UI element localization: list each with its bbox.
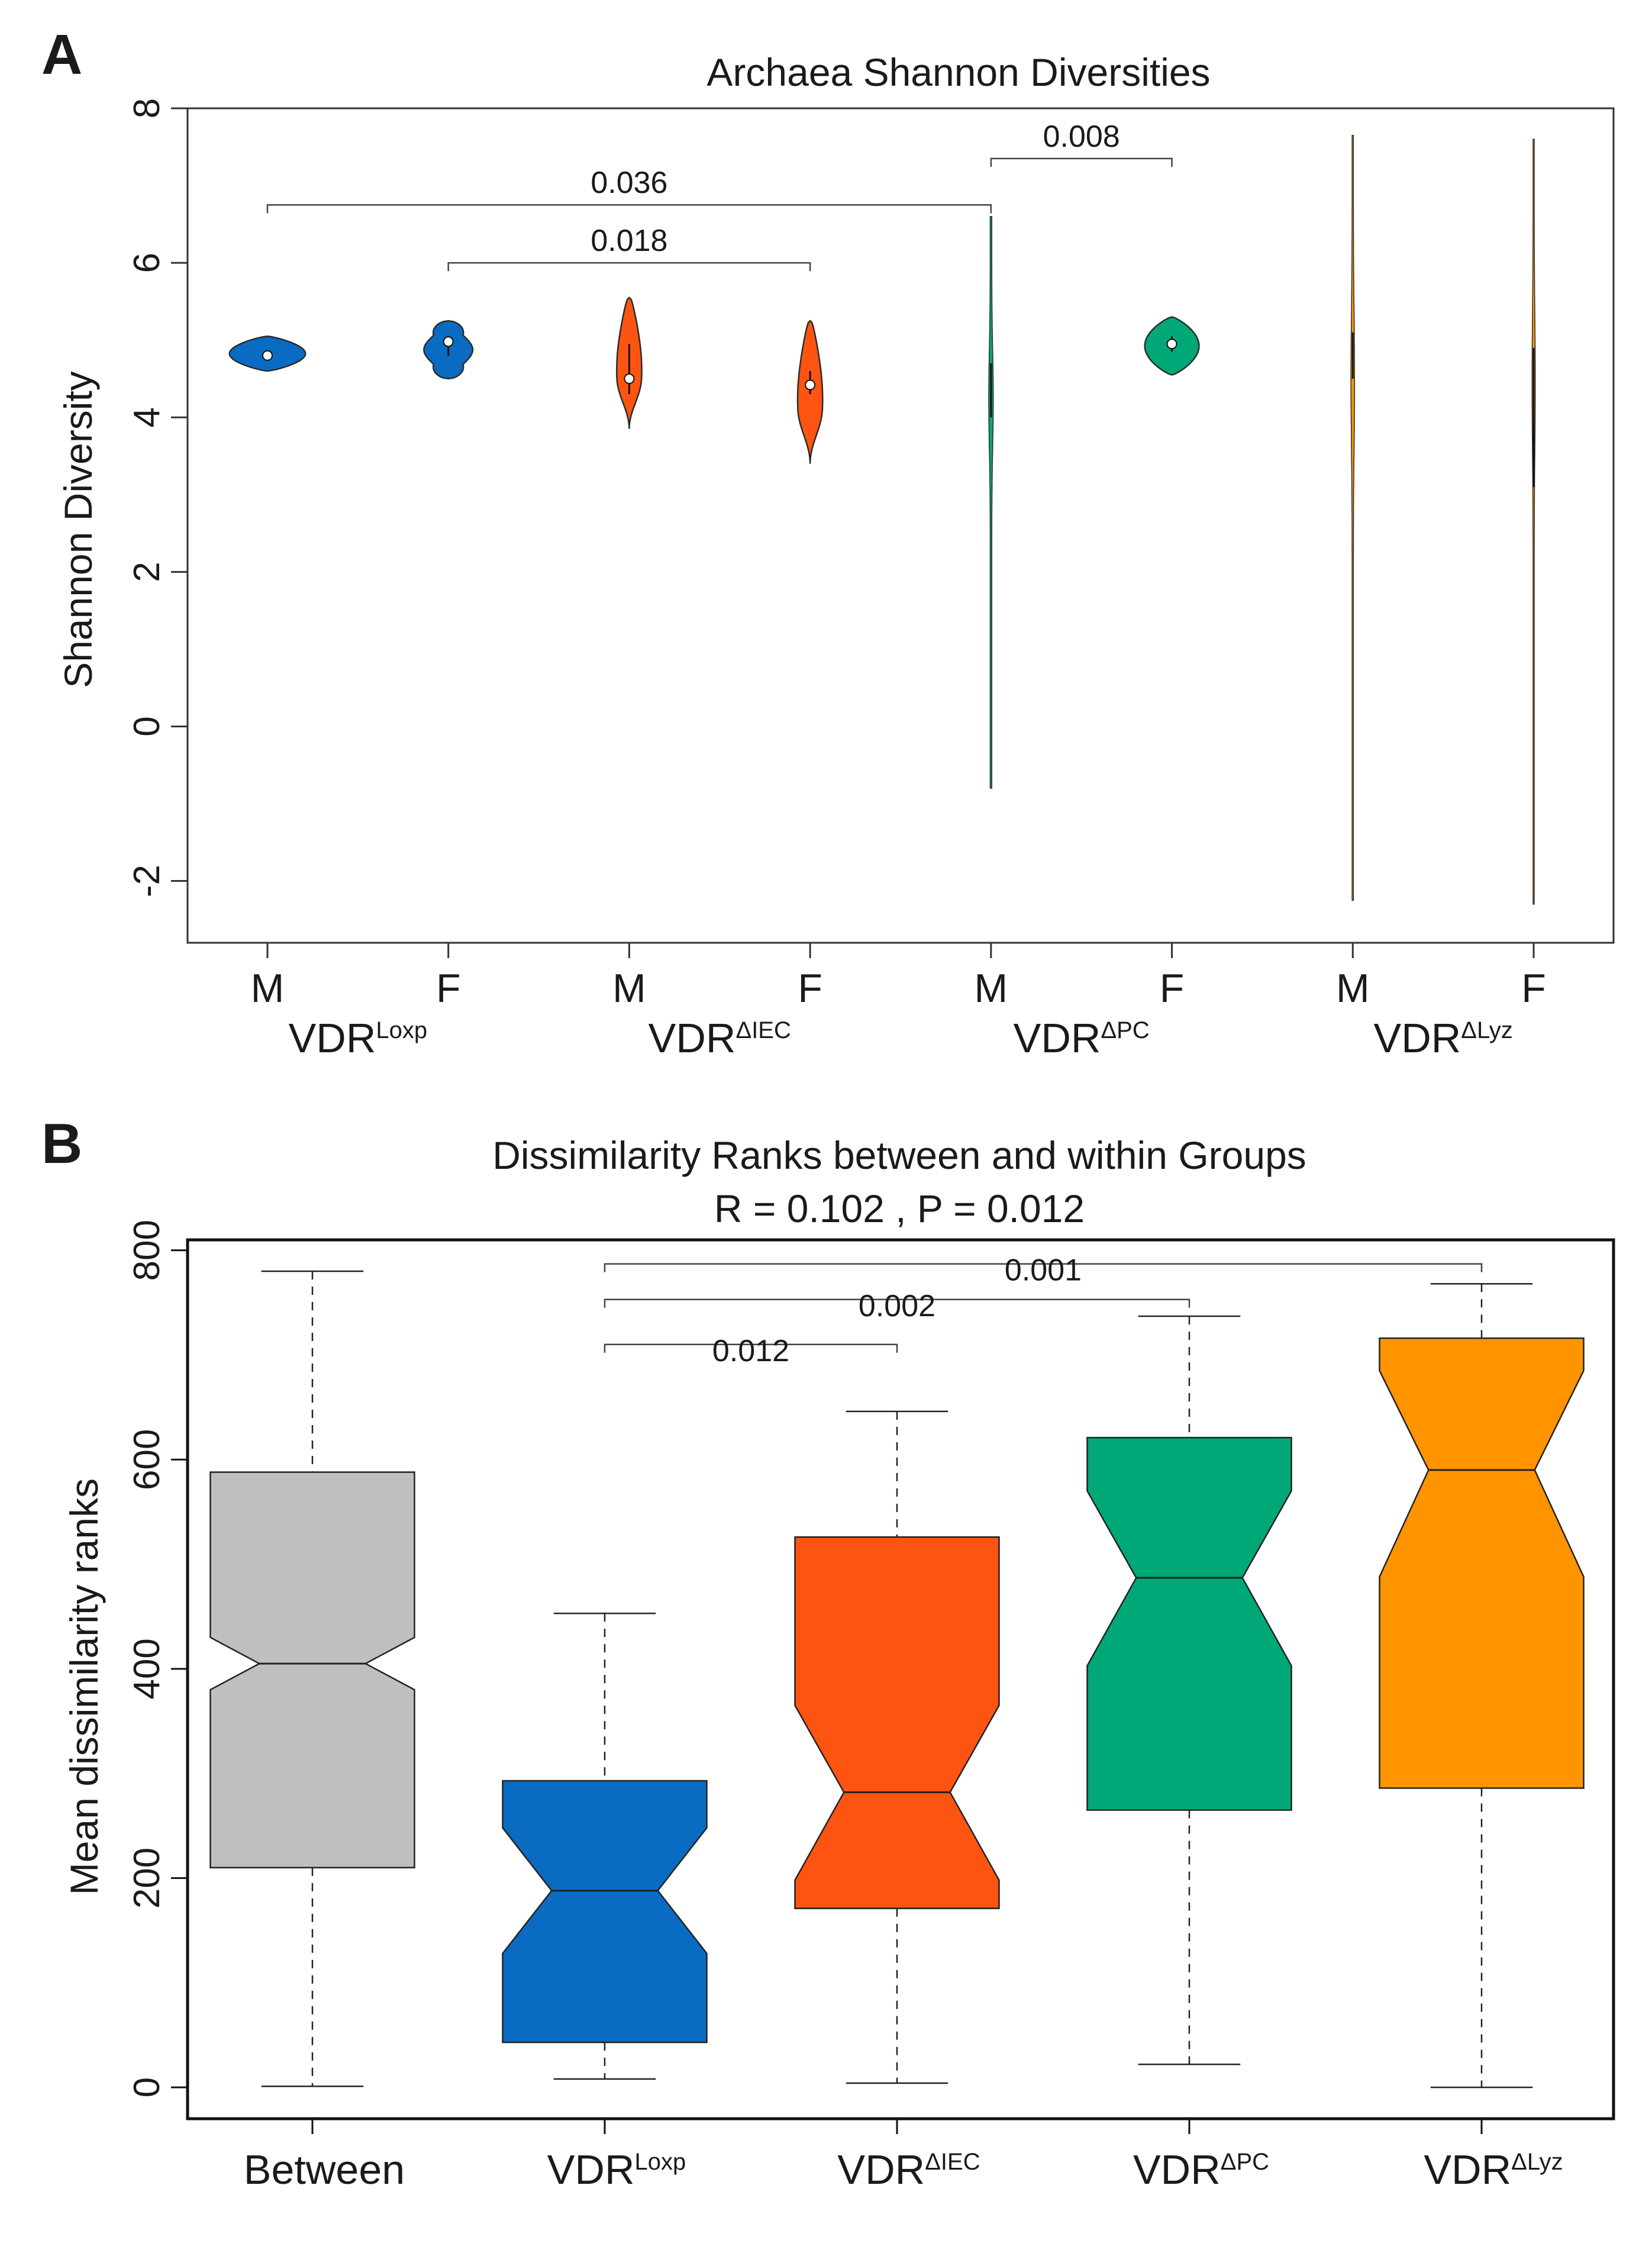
a-violin-4 xyxy=(988,216,994,789)
b-box-0 xyxy=(209,1471,415,1868)
b-comparison-bracket-0 xyxy=(604,1263,1483,1272)
a-group-label-3: VDRΔLyz xyxy=(1374,1015,1513,1061)
b-x-tick-label-3: VDRΔPC xyxy=(1133,2147,1269,2193)
a-comparison-bracket-1 xyxy=(447,262,811,272)
panel-b-y-axis-label: Mean dissimilarity ranks xyxy=(62,1478,106,1895)
a-comparison-bracket-2 xyxy=(990,157,1173,167)
a-group-label-2: VDRΔPC xyxy=(1014,1015,1150,1061)
a-y-tick-label: 4 xyxy=(127,407,167,427)
a-x-tick-label: M xyxy=(975,966,1008,1011)
b-box-2 xyxy=(794,1536,1000,1909)
b-comparison-bracket-2 xyxy=(604,1343,898,1353)
panel-a-letter: A xyxy=(41,23,82,86)
b-x-tick-label-4-main: VDR xyxy=(1424,2147,1511,2193)
a-y-tick-label: 2 xyxy=(127,562,167,582)
panel-b-y-axis: 0 200 400 600 800 xyxy=(127,1220,189,2097)
a-group-label-2-main: VDR xyxy=(1014,1015,1101,1061)
a-violin-7 xyxy=(1531,138,1536,905)
b-y-tick-label: 600 xyxy=(127,1429,167,1490)
a-group-label-1: VDRΔIEC xyxy=(648,1015,791,1061)
a-group-label-1-sup: ΔIEC xyxy=(735,1017,790,1043)
a-violin-median-1 xyxy=(443,336,454,347)
a-group-label-2-sup: ΔPC xyxy=(1101,1017,1149,1043)
b-comparison-pvalue-2: 0.012 xyxy=(712,1334,789,1368)
a-x-tick-label: M xyxy=(1336,966,1370,1011)
b-x-tick-label-3-sup: ΔPC xyxy=(1221,2149,1269,2175)
a-comparison-pvalue-2: 0.008 xyxy=(1043,120,1120,154)
a-y-tick-label: 6 xyxy=(127,253,167,273)
a-x-tick-label: M xyxy=(251,966,285,1011)
b-x-tick-label-3-main: VDR xyxy=(1133,2147,1221,2193)
a-x-tick-label: F xyxy=(1521,966,1546,1011)
panel-b-x-labels: Between VDRLoxp VDRΔIEC VDRΔPC VDRΔLyz xyxy=(244,2119,1563,2193)
b-box-1 xyxy=(502,1780,708,2044)
panel-b-letter: B xyxy=(41,1112,82,1175)
a-y-tick-label: 0 xyxy=(127,716,167,736)
panel-a-title: Archaea Shannon Diversities xyxy=(706,50,1210,94)
a-y-tick-label: 8 xyxy=(127,98,167,118)
a-group-label-3-main: VDR xyxy=(1374,1015,1461,1061)
b-y-tick-label: 400 xyxy=(127,1638,167,1699)
a-violin-median-3 xyxy=(805,379,816,391)
a-x-tick-label: M xyxy=(612,966,646,1011)
b-y-tick-label: 200 xyxy=(127,1848,167,1909)
a-comparison-bracket-0 xyxy=(266,204,992,214)
a-x-tick-label: F xyxy=(1160,966,1185,1011)
a-violin-6 xyxy=(1350,134,1356,901)
panel-b-title: Dissimilarity Ranks between and within G… xyxy=(492,1133,1306,1177)
a-x-tick-label: F xyxy=(436,966,461,1011)
panel-b-comparisons: 0.001 0.002 0.012 xyxy=(604,1253,1483,1368)
a-group-label-0-sup: Loxp xyxy=(376,1017,427,1043)
a-violin-median-2 xyxy=(624,373,635,384)
panel-a-violins xyxy=(228,134,1536,905)
a-violin-median-0 xyxy=(262,350,273,361)
panel-a-group-labels: VDRLoxp VDRΔIEC VDRΔPC VDRΔLyz xyxy=(289,1015,1513,1061)
panel-b-subtitle: R = 0.102 , P = 0.012 xyxy=(714,1187,1085,1230)
a-group-label-3-sup: ΔLyz xyxy=(1461,1017,1512,1043)
a-comparison-pvalue-1: 0.018 xyxy=(591,224,667,258)
a-y-tick-label: -2 xyxy=(127,865,167,897)
panel-b-boxes xyxy=(209,1270,1585,2089)
b-box-4 xyxy=(1379,1337,1585,1789)
panel-a-comparisons: 0.036 0.018 0.008 xyxy=(266,120,1173,272)
b-x-tick-label-1-sup: Loxp xyxy=(635,2149,686,2175)
panel-a: A Archaea Shannon Diversities Shannon Di… xyxy=(41,23,1615,1061)
b-x-tick-label-4-sup: ΔLyz xyxy=(1511,2149,1563,2175)
b-x-tick-label-0: Between xyxy=(244,2147,405,2193)
a-group-label-0: VDRLoxp xyxy=(289,1015,428,1061)
a-group-label-1-main: VDR xyxy=(648,1015,736,1061)
panel-a-plot-frame xyxy=(186,107,1615,944)
a-comparison-pvalue-0: 0.036 xyxy=(591,166,667,200)
panel-b: B Dissimilarity Ranks between and within… xyxy=(41,1112,1615,2193)
b-comparison-pvalue-0: 0.001 xyxy=(1005,1253,1082,1288)
b-comparison-bracket-1 xyxy=(604,1298,1190,1308)
b-x-tick-label-2: VDRΔIEC xyxy=(837,2147,980,2193)
b-x-tick-label-0-main: Between xyxy=(244,2147,405,2193)
b-box-3 xyxy=(1086,1436,1292,1811)
b-x-tick-label-1-main: VDR xyxy=(547,2147,635,2193)
b-comparison-pvalue-1: 0.002 xyxy=(859,1289,935,1323)
a-group-label-0-main: VDR xyxy=(289,1015,376,1061)
panel-a-y-axis: -2 0 2 4 6 8 xyxy=(127,98,189,897)
b-x-tick-label-2-main: VDR xyxy=(837,2147,925,2193)
b-y-tick-label: 800 xyxy=(127,1220,167,1281)
panel-a-y-axis-label: Shannon Diversity xyxy=(56,371,100,688)
b-x-tick-label-2-sup: ΔIEC xyxy=(925,2149,980,2175)
a-x-tick-label: F xyxy=(798,966,822,1011)
b-x-tick-label-1: VDRLoxp xyxy=(547,2147,686,2193)
b-x-tick-label-4: VDRΔLyz xyxy=(1424,2147,1563,2193)
a-violin-median-5 xyxy=(1166,339,1177,350)
b-y-tick-label: 0 xyxy=(127,2077,167,2097)
